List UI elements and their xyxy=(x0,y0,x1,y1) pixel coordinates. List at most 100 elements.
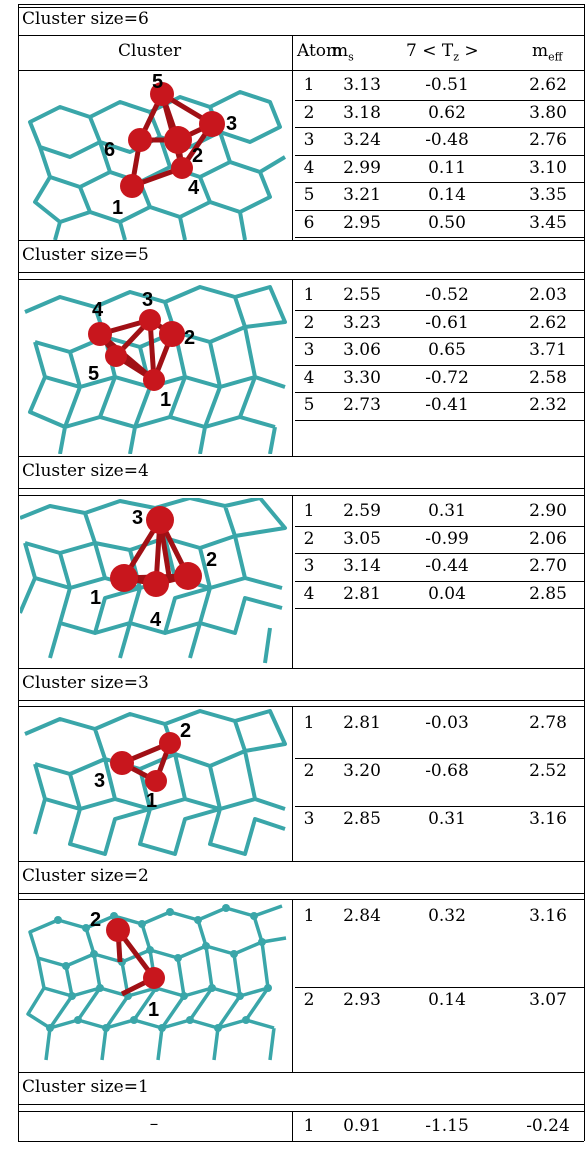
table-cell-ms: 3.18 xyxy=(343,102,381,123)
table-cell-tz: 0.65 xyxy=(428,340,466,360)
rule xyxy=(18,279,584,280)
header-tz-end: > xyxy=(459,41,479,61)
table-cell-ms: 3.13 xyxy=(343,75,381,95)
table-cell-meff: 2.76 xyxy=(529,130,567,150)
atom-label: 5 xyxy=(152,72,163,93)
table-cell-ms: 2.59 xyxy=(343,501,381,521)
table-cell-meff: 3.07 xyxy=(529,990,567,1010)
header-ms: ms xyxy=(332,40,354,68)
cluster-image-4: 3 2 1 4 xyxy=(20,498,288,666)
table-cell-ms: 2.81 xyxy=(343,583,381,604)
table-cell-meff: 2.90 xyxy=(529,501,567,521)
atom-label: 2 xyxy=(192,145,203,167)
atom-label: 1 xyxy=(146,790,157,812)
table-cell-ms: 3.23 xyxy=(343,312,381,333)
row-divider xyxy=(295,758,584,759)
row-divider xyxy=(295,806,584,807)
atom-label: 4 xyxy=(92,299,104,321)
rule xyxy=(18,861,584,862)
table-cell-tz: -0.68 xyxy=(425,761,469,781)
table-cell-meff: 3.16 xyxy=(529,906,567,926)
header-meff: meff xyxy=(532,40,562,68)
rule xyxy=(18,893,584,894)
rule xyxy=(18,668,584,669)
table-cell-tz: 0.14 xyxy=(428,990,466,1010)
table-cell-tz: -1.15 xyxy=(425,1116,469,1136)
table-cell-atom: 4 xyxy=(303,157,315,178)
table-cell-ms: 2.99 xyxy=(343,157,381,178)
table-cell-meff: 3.71 xyxy=(529,340,567,360)
row-divider xyxy=(295,209,584,211)
header-tz-sub: z xyxy=(453,50,460,64)
table-cell-atom: 2 xyxy=(303,761,315,781)
rule xyxy=(18,700,584,701)
table-cell-tz: -0.52 xyxy=(425,285,469,305)
header-ms-text: m xyxy=(332,41,349,61)
rule xyxy=(18,456,584,457)
atom-label: 4 xyxy=(188,177,200,199)
header-ms-sub: s xyxy=(348,50,354,64)
table-cell-tz: -0.61 xyxy=(425,312,469,333)
top-rule xyxy=(18,7,584,8)
table-cell-ms: 3.21 xyxy=(343,185,381,205)
table-cell-ms: 3.30 xyxy=(343,367,381,388)
table-cell-tz: -0.72 xyxy=(425,367,469,388)
rule xyxy=(18,706,584,707)
column-divider xyxy=(292,706,293,861)
no-image-dash: – xyxy=(149,1114,159,1134)
table-cell-ms: 0.91 xyxy=(343,1116,381,1136)
table-cell-atom: 5 xyxy=(303,395,315,415)
table-cell-tz: 0.31 xyxy=(428,501,466,521)
table-cell-meff: 3.16 xyxy=(529,809,567,829)
atom-label: 2 xyxy=(180,720,191,742)
table-cell-atom: 4 xyxy=(303,367,315,388)
table-cell-ms: 2.84 xyxy=(343,906,381,926)
table-cell-ms: 3.20 xyxy=(343,761,381,781)
table-cell-ms: 3.06 xyxy=(343,340,381,360)
atom-label: 2 xyxy=(184,327,195,349)
rule xyxy=(18,35,584,36)
atom-label: 3 xyxy=(132,507,143,529)
table-cell-atom: 2 xyxy=(303,990,315,1010)
section-label: Cluster size=5 xyxy=(22,245,149,265)
header-meff-sub: eff xyxy=(548,50,563,64)
table-cell-tz: -0.44 xyxy=(425,556,469,576)
row-divider xyxy=(295,987,584,988)
cluster-image-5: 4 3 2 5 1 xyxy=(20,282,288,454)
table-cell-meff: 2.70 xyxy=(529,556,567,576)
row-divider xyxy=(295,337,584,338)
table-cell-meff: 2.52 xyxy=(529,761,567,781)
column-divider xyxy=(292,495,293,668)
table-cell-ms: 2.55 xyxy=(343,285,381,305)
table-cell-atom: 2 xyxy=(303,528,315,549)
table-cell-tz: 0.11 xyxy=(428,157,466,178)
row-divider xyxy=(295,580,584,582)
cluster-image-2: 2 1 xyxy=(20,902,288,1070)
atom-label: 3 xyxy=(142,289,153,311)
bottom-rule xyxy=(18,1141,584,1142)
atom-label: 1 xyxy=(90,587,101,609)
rule xyxy=(18,70,584,71)
table-cell-meff: 2.03 xyxy=(529,285,567,305)
atom-label: 6 xyxy=(104,139,115,161)
table-cell-meff: 2.32 xyxy=(529,395,567,415)
table-cell-meff: 2.62 xyxy=(529,312,567,333)
table-cell-meff: 3.35 xyxy=(529,185,567,205)
row-divider xyxy=(295,309,584,311)
table-cell-ms: 2.73 xyxy=(343,395,381,415)
column-divider xyxy=(292,1111,293,1141)
table-cell-tz: -0.41 xyxy=(425,395,469,415)
table-cell-atom: 2 xyxy=(303,102,315,123)
table-cell-atom: 3 xyxy=(303,809,315,829)
rule xyxy=(18,1104,584,1105)
table-cell-atom: 1 xyxy=(303,713,315,733)
table-cell-tz: 0.14 xyxy=(428,185,466,205)
rule xyxy=(18,1111,584,1112)
header-tz: 7 < Tz > xyxy=(406,40,479,68)
table-cell-meff: 2.06 xyxy=(529,528,567,549)
table-cell-atom: 1 xyxy=(303,501,315,521)
cluster-image-6: 5 2 3 4 6 1 xyxy=(20,72,288,240)
cluster-image-3: 2 3 1 xyxy=(20,709,288,859)
table-cell-meff: 3.45 xyxy=(529,212,567,233)
rule xyxy=(18,272,584,273)
